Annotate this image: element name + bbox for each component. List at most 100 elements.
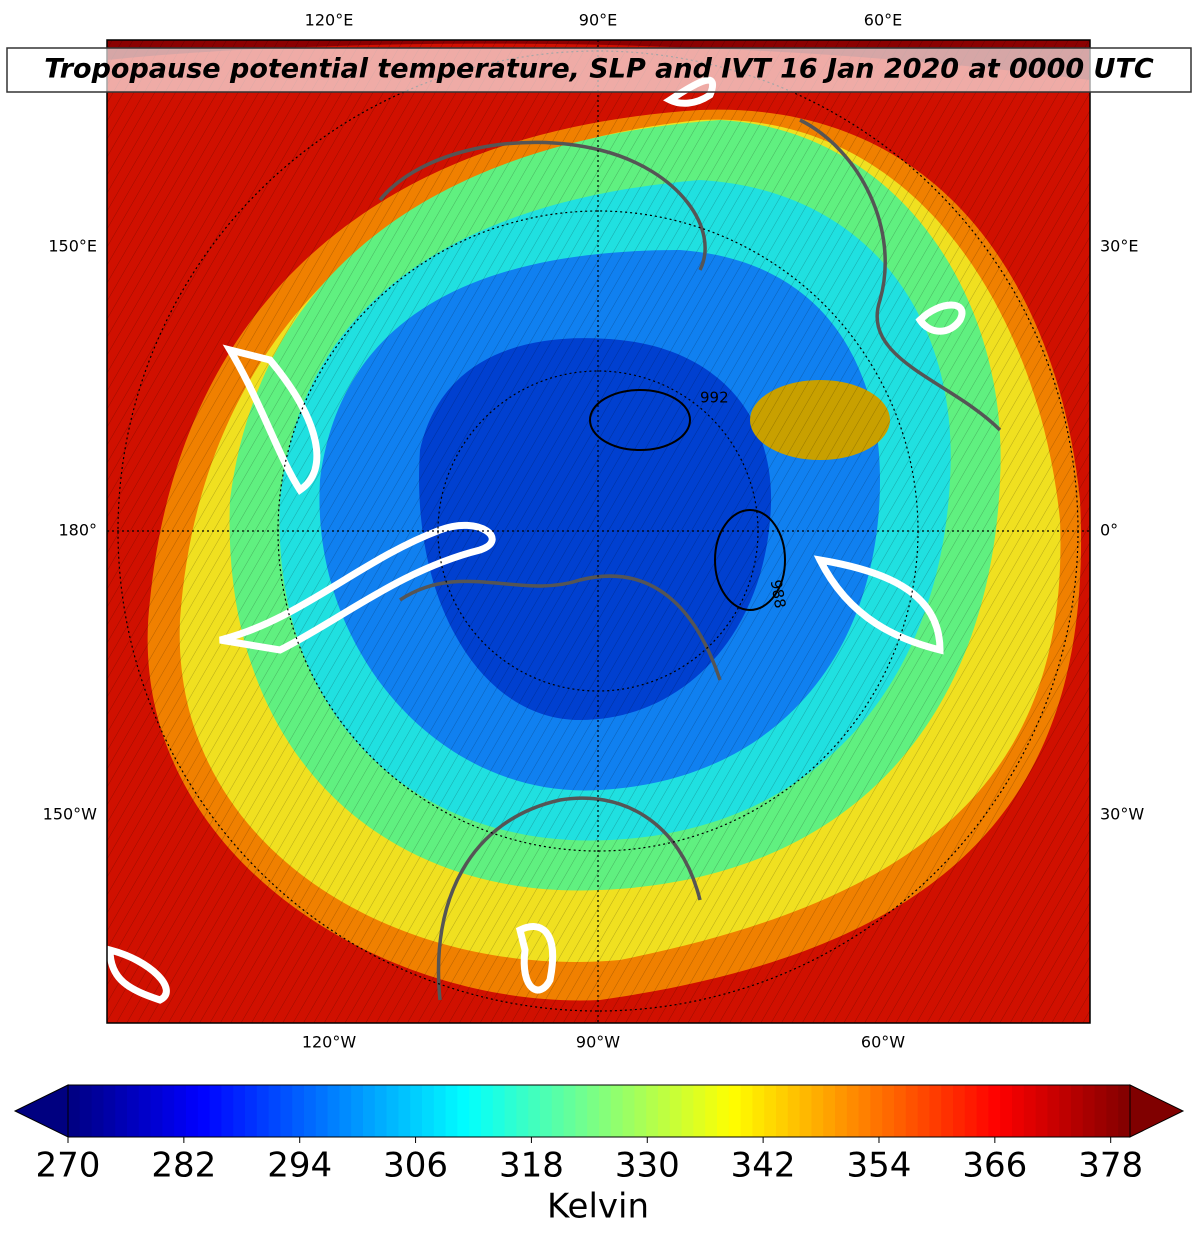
colorbar-tick-label: 306	[383, 1146, 448, 1186]
colorbar-segment	[103, 1085, 116, 1137]
colorbar-segment	[622, 1085, 635, 1137]
colorbar-segment	[882, 1085, 895, 1137]
colorbar-segment	[1071, 1085, 1084, 1137]
title: Tropopause potential temperature, SLP an…	[44, 54, 1154, 85]
colorbar-segment	[150, 1085, 163, 1137]
lon-label: 150°W	[43, 805, 98, 824]
colorbar-segment	[386, 1085, 399, 1137]
colorbar-segment	[1047, 1085, 1060, 1137]
colorbar-segment	[233, 1085, 246, 1137]
title-box	[6, 47, 1192, 93]
colorbar-segment	[1118, 1085, 1131, 1137]
colorbar-segment	[776, 1085, 789, 1137]
colorbar-segment	[327, 1085, 340, 1137]
lon-label: 120°E	[305, 11, 354, 30]
colorbar-segment	[894, 1085, 907, 1137]
colorbar-segment	[575, 1085, 588, 1137]
colorbar-segment	[1035, 1085, 1048, 1137]
colorbar-segment	[1082, 1085, 1096, 1137]
colorbar-segment	[905, 1085, 919, 1137]
colorbar-segment	[610, 1085, 624, 1137]
colorbar-segment	[764, 1085, 777, 1137]
colorbar-segment	[929, 1085, 942, 1137]
colorbar-segment	[292, 1085, 305, 1137]
colorbar-segment	[752, 1085, 765, 1137]
colorbar-segment	[516, 1085, 529, 1137]
colorbar-segment	[787, 1085, 801, 1137]
colorbar-segment	[445, 1085, 458, 1137]
colorbar-extend-low	[13, 1084, 69, 1138]
colorbar-segment	[953, 1085, 966, 1137]
colorbar-segment	[469, 1085, 482, 1137]
map-field: 992 988	[107, 40, 1090, 1023]
colorbar-segment	[669, 1085, 683, 1137]
colorbar-segment	[1106, 1085, 1119, 1137]
colorbar-segment	[186, 1085, 199, 1137]
colorbar-segment	[846, 1085, 860, 1137]
colorbar-segment	[492, 1085, 506, 1137]
colorbar-segment	[68, 1085, 81, 1137]
colorbar-segment	[209, 1085, 222, 1137]
colorbar-segment	[374, 1085, 388, 1137]
colorbar-segment	[717, 1085, 730, 1137]
colorbar-segment	[658, 1085, 671, 1137]
colorbar-segment	[1023, 1085, 1037, 1137]
colorbar-segment	[705, 1085, 718, 1137]
colorbar-tick-label: 354	[847, 1146, 912, 1186]
colorbar-tick-label: 282	[151, 1146, 216, 1186]
colorbar-segment	[245, 1085, 258, 1137]
map-frame	[106, 39, 1091, 1024]
contour-label: 992	[700, 389, 729, 407]
colorbar-segment	[1094, 1085, 1107, 1137]
colorbar-segment	[823, 1085, 836, 1137]
colorbar-segment	[728, 1085, 742, 1137]
colorbar-extend-high	[1129, 1084, 1185, 1138]
colorbar-tick-label: 378	[1078, 1146, 1143, 1186]
colorbar-segment	[858, 1085, 871, 1137]
colorbar-segment	[304, 1085, 317, 1137]
colorbar-segment	[681, 1085, 694, 1137]
colorbar-segment	[551, 1085, 565, 1137]
colorbar-segment	[363, 1085, 376, 1137]
lon-label: 90°W	[576, 1033, 620, 1052]
colorbar-segment	[917, 1085, 930, 1137]
colorbar-segment	[115, 1085, 128, 1137]
lon-label: 30°E	[1100, 237, 1138, 256]
colorbar-segment	[799, 1085, 812, 1137]
colorbar-segment	[280, 1085, 293, 1137]
colorbar-segment	[811, 1085, 824, 1137]
colorbar-segment	[91, 1085, 104, 1137]
colorbar-segment	[964, 1085, 978, 1137]
lon-label: 60°E	[864, 11, 902, 30]
colorbar-segment	[197, 1085, 211, 1137]
colorbar-segment	[540, 1085, 553, 1137]
colorbar-segment	[422, 1085, 435, 1137]
colorbar-frame	[67, 1084, 1131, 1138]
colorbar-segment	[410, 1085, 423, 1137]
colorbar-segment	[528, 1085, 541, 1137]
lon-label: 120°W	[302, 1033, 357, 1052]
graticule-labels: 120°E 90°E 60°E 120°W 90°W 60°W 150°E 180° 150°W…	[43, 11, 1145, 1052]
colorbar-segment	[693, 1085, 706, 1137]
colorbar-segment	[481, 1085, 494, 1137]
lon-label: 0°	[1100, 521, 1118, 540]
colorbar-segment	[162, 1085, 175, 1137]
colorbar-segment	[1059, 1085, 1072, 1137]
colorbar: 270 282 294 306 318 330 342 354 366 378 Kelvin	[13, 1084, 1185, 1227]
lon-label: 60°W	[861, 1033, 905, 1052]
colorbar-segment	[138, 1085, 152, 1137]
colorbar-segment	[941, 1085, 954, 1137]
colorbar-segment	[433, 1085, 447, 1137]
lon-label: 30°W	[1100, 805, 1144, 824]
lon-label: 150°E	[48, 237, 97, 256]
colorbar-segment	[351, 1085, 364, 1137]
colorbar-segment	[646, 1085, 659, 1137]
lon-label: 90°E	[579, 11, 617, 30]
colorbar-segment	[221, 1085, 234, 1137]
colorbar-tick-label: 330	[615, 1146, 680, 1186]
colorbar-segment	[634, 1085, 647, 1137]
colorbar-tick-label: 318	[499, 1146, 564, 1186]
colorbar-segment	[988, 1085, 1001, 1137]
contour-label: 988	[767, 578, 790, 609]
